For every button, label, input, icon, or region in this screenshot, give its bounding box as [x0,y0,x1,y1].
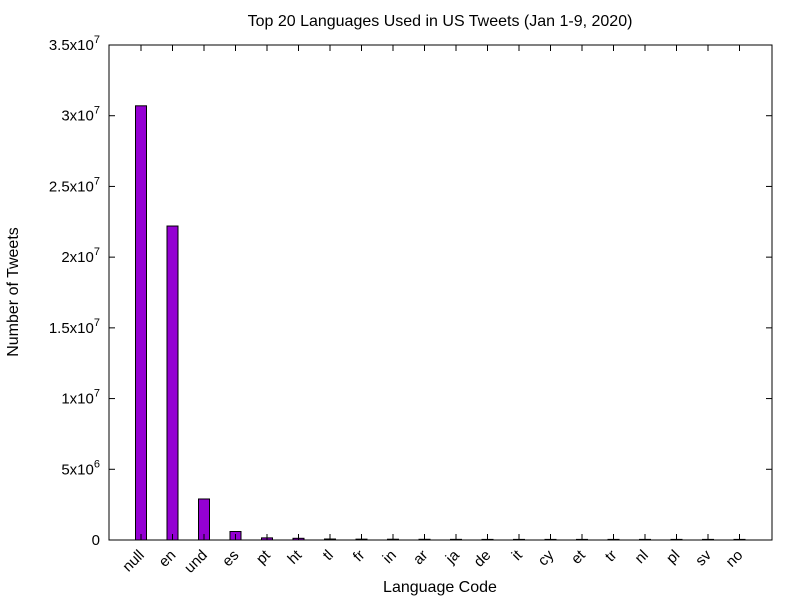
plot-frame [108,44,773,541]
x-tick-label: tr [602,547,621,566]
bar-en [166,225,179,541]
x-tick-label: ht [284,546,305,567]
x-tick-label: fr [350,547,369,566]
x-tick-label: in [380,547,400,567]
y-tick-label: 3.5x107 [49,34,100,54]
x-tick-label: ar [410,547,431,568]
x-ticks-group: null en und es pt ht tl fr in ar ja de it cy et tr nl pl s… [119,45,746,577]
y-tick-label: 1x107 [61,388,100,408]
y-tick-label: 2x107 [61,246,100,266]
x-tick-label: sv [692,546,715,569]
y-tick-label: 0 [92,532,100,549]
x-tick-label: de [471,547,495,571]
bars-group [135,105,746,541]
bar-und [198,498,210,541]
x-tick-label: tl [320,547,337,564]
y-tick-label: 2.5x107 [49,175,100,195]
x-tick-label: cy [535,546,558,569]
x-tick-label: en [156,547,180,571]
x-tick-label: no [723,547,747,571]
y-tick-label: 5x106 [61,458,100,478]
x-tick-label: ja [442,546,463,567]
x-tick-label: nl [632,547,652,567]
x-tick-label: null [119,547,148,576]
y-axis-label: Number of Tweets [5,227,22,357]
chart-title: Top 20 Languages Used in US Tweets (Jan … [248,13,633,30]
y-tick-label: 1.5x107 [49,317,100,337]
x-tick-label: et [568,546,589,567]
y-ticks-group: 0 5x106 1x107 1.5x107 2x107 2.5x107 3x107 3.5x1… [49,34,772,549]
y-tick-label: 3x107 [61,105,100,125]
x-tick-label: und [181,547,211,577]
x-axis-label: Language Code [383,579,497,596]
x-tick-label: it [509,546,527,564]
x-tick-label: pl [663,547,683,567]
x-tick-label: pt [253,546,274,567]
bar-null [135,105,147,541]
x-tick-label: es [219,547,242,570]
